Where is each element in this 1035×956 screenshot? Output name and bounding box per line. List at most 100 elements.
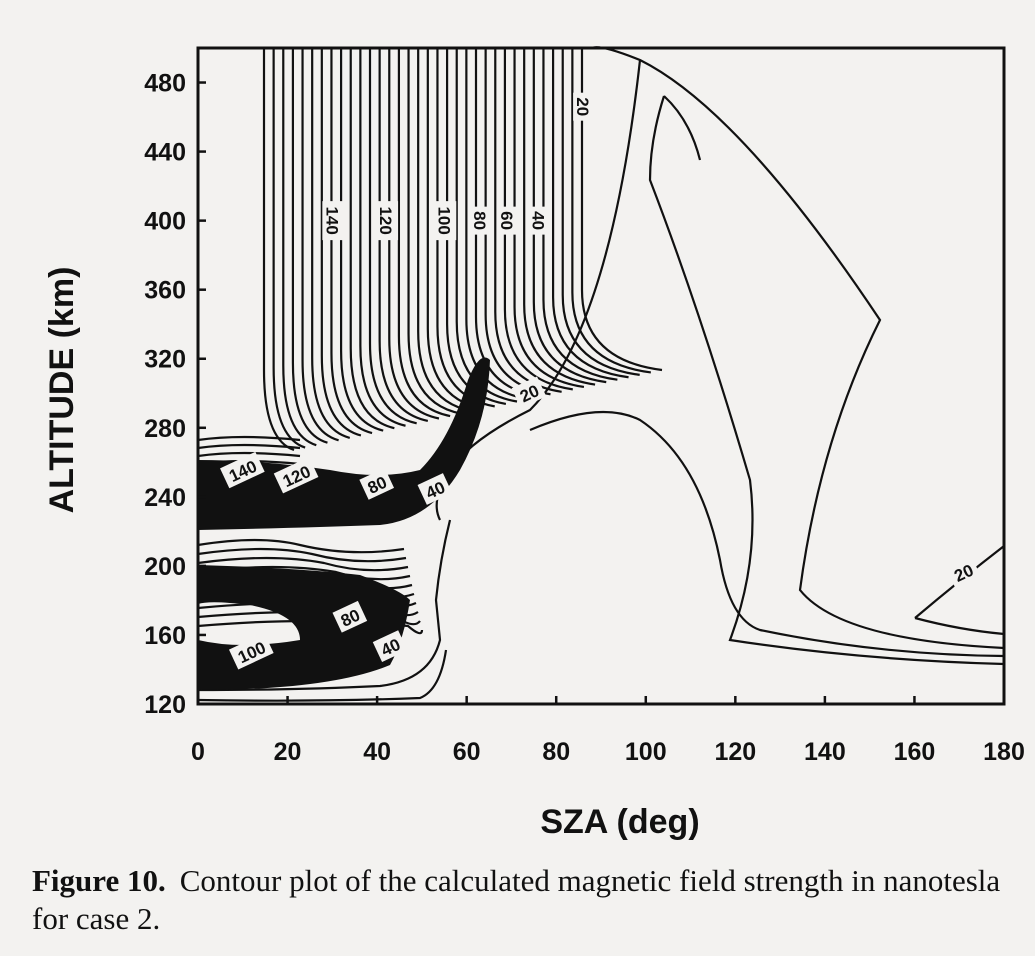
contour-line [291,48,328,444]
contour-line [529,410,1005,658]
contour-label-bg [573,92,596,121]
dense-contour-bands [198,357,490,690]
x-tick-label: 20 [274,738,302,766]
contour-line [542,48,618,381]
contour-label-bg [528,206,551,235]
contour-label: 20 [511,376,547,409]
y-tick-label: 360 [144,277,186,305]
x-tick-label: 180 [983,738,1025,766]
figure-caption-text: Contour plot of the calculated magnetic … [32,863,1001,936]
contour-line [914,616,1005,636]
contour-line [349,48,395,430]
contour-label-bg [434,201,457,241]
x-axis-ticks: 0 20 40 60 80 100 120 140 160 180 [191,696,1025,766]
contour-line [455,48,518,403]
contour-line [571,48,651,374]
contour-line [311,48,351,439]
contour-label-bg [511,376,547,409]
contour-line [339,48,384,432]
contour-label-bg [417,473,453,505]
contour-label-bg [376,201,399,241]
contour-line [330,48,373,435]
contour-label-text: 40 [528,211,547,230]
x-tick-label: 0 [191,738,205,766]
y-axis-ticks: 120 160 200 240 280 320 360 400 440 480 [144,70,206,719]
contour-label-bg [322,201,345,241]
contour-label-text: 140 [322,206,341,234]
contour-line [197,435,301,442]
contour-label-text: 80 [470,211,489,230]
y-tick-label: 320 [144,346,186,374]
contour-line [388,48,440,420]
contour-label: 80 [470,206,493,235]
contour-line [197,547,407,563]
contour-line [648,95,1005,666]
contour-line [494,48,562,393]
contour-label-bg [945,556,981,588]
contour-line [663,95,702,161]
y-tick-label: 440 [144,139,186,167]
y-tick-label: 480 [144,70,186,98]
dense-contour-band [198,357,490,530]
x-axis-title: SZA (deg) [540,803,699,841]
contour-label: 140 [322,201,345,241]
contour-label-bg [228,633,274,670]
contour-line [445,48,507,406]
contour-label-bg [470,206,493,235]
contour-label: 40 [528,206,551,235]
contour-label-bg [332,600,368,633]
y-tick-label: 120 [144,691,186,719]
plot-frame [196,46,1006,706]
contour-line [197,451,301,458]
contour-label: 40 [417,473,453,505]
contour-line [359,48,406,427]
x-tick-label: 60 [453,738,481,766]
x-tick-label: 160 [894,738,936,766]
x-tick-label: 100 [625,738,667,766]
y-tick-label: 200 [144,553,186,581]
contour-line [551,48,629,379]
contour-line [580,48,663,372]
contour-line [262,48,295,452]
contour-line [197,556,409,572]
x-tick-label: 140 [804,738,846,766]
contour-line [513,48,585,389]
contour-label-bg [273,457,319,494]
contour-label-bg [359,467,395,500]
contour-line [561,48,640,376]
figure-caption-label: Figure 10. [32,863,166,898]
contour-label: 20 [945,556,981,588]
contour-label: 140 [220,451,265,489]
contour-line [301,48,339,442]
y-tick-label: 160 [144,622,186,650]
contour-label: 120 [376,201,399,241]
x-tick-label: 120 [714,738,756,766]
contour-line [368,48,417,425]
contour-label: 100 [434,201,457,241]
contour-label-text: 20 [573,97,592,116]
contour-line [272,48,306,449]
dense-contour-band [198,565,410,690]
contour-label: 40 [372,630,408,663]
y-tick-label: 240 [144,484,186,512]
y-tick-label: 280 [144,415,186,443]
contour-line [197,538,405,554]
contour-line [197,443,301,450]
contour-line [197,649,448,702]
contour-line [532,48,607,384]
y-axis-title: ALTITUDE (km) [43,267,81,514]
contour-line [591,46,1005,650]
contour-label-bg [220,451,265,489]
contour-label-text: 100 [434,206,453,234]
contour-chart: 0 20 40 60 80 100 120 140 160 180 120 160 200 240 280… [43,46,1025,841]
x-tick-label: 40 [363,738,391,766]
contour-label-text: 120 [376,206,395,234]
contour-label-bg [496,206,519,235]
contour-line [197,519,452,692]
contour-line [320,48,362,437]
contour-line [397,48,451,418]
x-tick-label: 80 [542,738,570,766]
figure-caption: Figure 10. Contour plot of the calculated… [32,862,1032,938]
contour-label: 20 [573,92,596,121]
